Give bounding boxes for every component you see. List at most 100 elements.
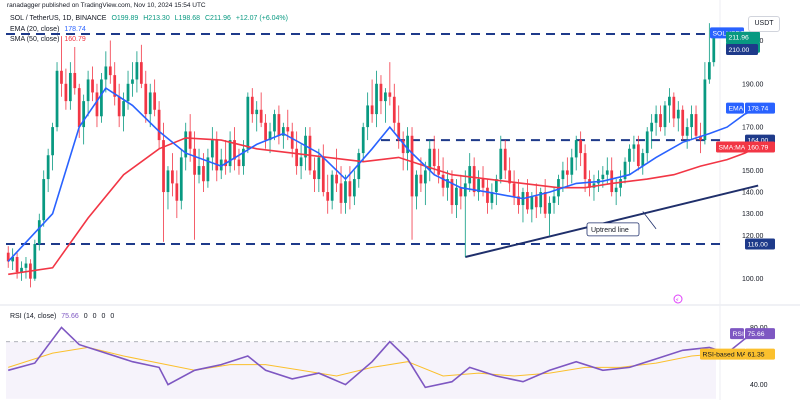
level-210-tag-bg [726,43,758,55]
price-tick-label: 100.00 [742,276,764,283]
moving-averages-layer [7,87,759,276]
candle-body [406,135,409,154]
open-value: O199.89 [111,15,139,22]
last-price-tag-text: 211.96 [729,35,750,42]
candle-body [259,109,263,123]
candle-body [348,181,352,197]
candle-body [681,109,685,136]
candle-body [68,72,72,102]
candle-body [650,122,654,132]
candle-body [117,96,121,117]
attribution-text: ranadagger published on TradingView.com,… [7,2,206,9]
candle [321,144,325,197]
candle [179,148,183,210]
candle-body [73,72,77,89]
candle-body [135,62,139,80]
candle-body [11,257,15,262]
candle-body [277,114,281,136]
candle-body [384,92,387,102]
price-tick-label: 120.00 [742,233,764,240]
candle [24,257,28,279]
candle-body [455,187,458,206]
symbol-title[interactable]: SOL / TetherUS, 1D, BINANCE [10,15,107,22]
candle-body [570,157,574,175]
candle [375,70,378,128]
candle-body [490,192,494,203]
candle [20,261,23,281]
candle-body [219,159,223,171]
candle [410,127,414,240]
candle-body [361,127,365,154]
candle-body [450,179,454,206]
candle-body [619,179,622,188]
resistance-tag-text: 164.00 [748,138,769,145]
candle-body [366,105,370,128]
candle [171,153,174,197]
candle-body [202,166,205,182]
candle [166,166,170,210]
candle [286,109,290,141]
horizontal-levels[interactable] [6,32,720,246]
candle [148,83,152,128]
candle [113,62,117,106]
candle [499,135,503,184]
candle-body [415,174,418,197]
sma-tag-label-bg [716,141,746,153]
candle [91,66,94,102]
currency-selector[interactable]: USDT [748,16,780,32]
candle-body [77,88,81,128]
candle-body [308,135,312,171]
ema-tag-value-text: 178.74 [748,106,769,113]
candle-body [712,36,716,63]
candle-body [206,157,210,182]
candle-body [352,179,356,197]
candle-body [268,131,272,141]
candle [663,101,667,136]
candle-body [379,83,383,102]
candle [68,62,72,110]
rsi-legend[interactable]: RSI (14, close) 75.66 0 0 0 0 [7,312,114,321]
candle [139,44,143,89]
candle-body [104,66,108,80]
candle [95,83,99,128]
candle-body [441,174,445,188]
ema-legend[interactable]: EMA (20, close) 178.74 [7,25,86,34]
lightning-icon [673,294,683,304]
candle-body [654,114,658,123]
sma-legend[interactable]: SMA (50, close) 160.79 [7,35,86,44]
annotation-label: Uptrend line [591,227,629,234]
candle-body [113,75,117,97]
annotation-pointer [642,211,657,230]
candle [352,170,356,206]
rsi-extra-1: 0 [83,313,88,320]
candle-body [628,148,631,162]
candle [277,105,281,145]
candle-body [703,79,707,141]
candle [632,135,636,162]
candle [645,127,649,162]
candle-body [699,135,702,141]
ema-label: EMA (20, close) [10,26,60,33]
candle [361,122,365,162]
candle-body [228,140,232,167]
candle-body [552,196,556,203]
trendline-layer[interactable] [465,184,759,258]
candle [237,148,241,175]
rsi-ma-tag-value: 61.35 [745,348,775,360]
symbol-legend[interactable]: SOL / TetherUS, 1D, BINANCE O199.89 H213… [7,14,288,23]
candle [326,174,330,214]
ema-value: 178.74 [64,26,86,33]
candle-body [295,148,299,167]
candle [344,174,347,214]
candle-body [51,127,54,156]
candle [486,179,489,214]
candle [659,105,662,132]
candle [401,131,405,171]
candle [526,179,529,214]
candle-body [246,96,250,149]
rsi-tick-label: 40.00 [750,382,768,389]
candle-body [255,109,259,115]
candle [490,183,494,210]
